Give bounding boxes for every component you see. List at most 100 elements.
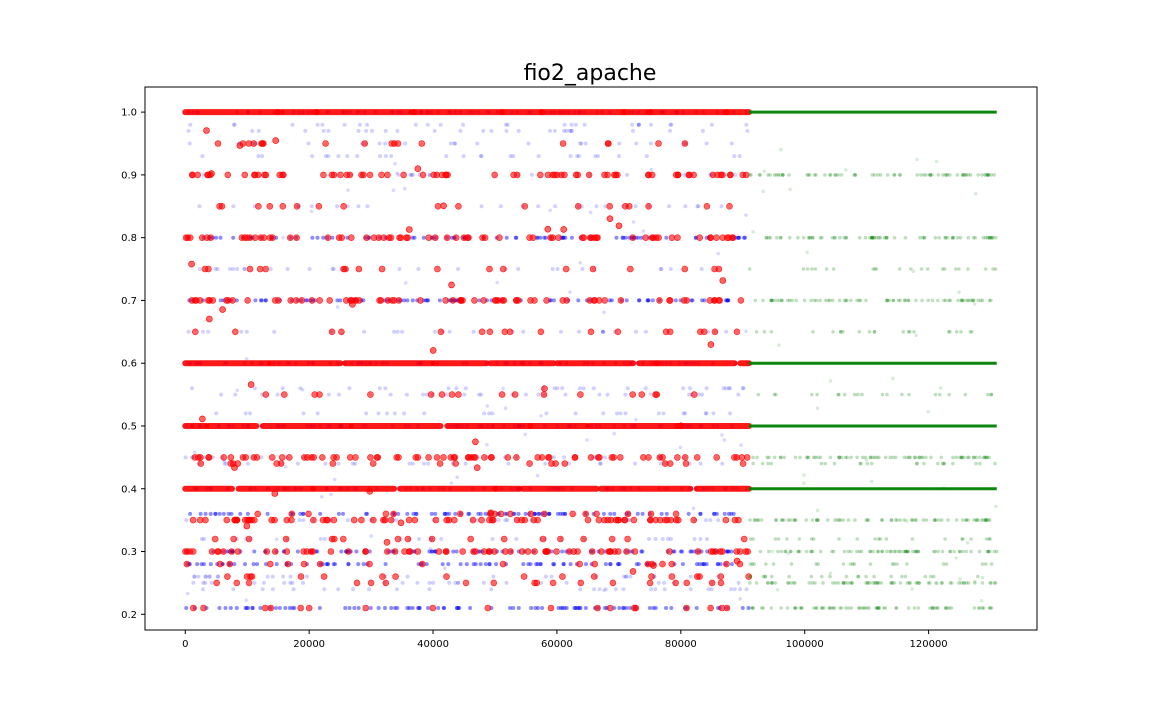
red-point — [560, 226, 568, 233]
green-point — [837, 537, 841, 541]
green-point — [924, 173, 928, 177]
green-point — [786, 551, 791, 556]
blue-point — [219, 392, 224, 397]
blue-point — [218, 235, 223, 240]
green-point — [981, 606, 985, 610]
green-point — [770, 298, 774, 303]
blue-point — [188, 511, 193, 516]
red-point — [431, 234, 439, 241]
blue-point — [605, 392, 610, 397]
blue-point — [192, 450, 197, 455]
red-point — [438, 391, 446, 398]
blue-point — [428, 547, 433, 551]
blue-point — [588, 210, 593, 215]
blue-point — [290, 122, 295, 127]
green-point — [958, 549, 962, 554]
blue-point — [208, 562, 213, 567]
green-point — [793, 455, 798, 460]
blue-point — [489, 587, 494, 592]
green-point — [882, 235, 887, 240]
blue-point — [612, 431, 616, 436]
green-point — [793, 581, 797, 585]
red-point — [681, 454, 689, 461]
green-point — [983, 173, 987, 177]
red-point — [561, 460, 569, 467]
green-point — [868, 455, 873, 460]
blue-point — [431, 580, 436, 585]
blue-point — [668, 128, 672, 133]
blue-point — [321, 128, 326, 133]
blue-point — [564, 580, 569, 585]
red-point — [440, 454, 447, 461]
red-point — [707, 604, 714, 612]
green-point — [836, 173, 840, 177]
green-point — [867, 330, 872, 334]
blue-point — [337, 392, 341, 397]
green-point — [961, 549, 965, 554]
red-point — [563, 297, 571, 304]
red-point — [612, 516, 620, 524]
blue-point — [306, 141, 311, 146]
red-point — [262, 265, 270, 273]
green-point — [964, 173, 968, 177]
red-point — [378, 171, 385, 179]
blue-point — [258, 298, 263, 303]
green-point — [885, 298, 889, 303]
blue-point — [364, 128, 369, 133]
green-point — [984, 518, 988, 522]
green-point — [993, 235, 998, 240]
red-point — [244, 297, 251, 304]
blue-point — [364, 511, 368, 516]
green-point — [832, 235, 837, 240]
blue-point — [744, 213, 748, 217]
red-point — [194, 171, 201, 179]
green-point — [962, 455, 966, 460]
green-point — [981, 606, 985, 610]
green-point — [837, 455, 842, 460]
red-point — [197, 460, 205, 467]
green-point — [860, 606, 864, 610]
green-point — [904, 549, 908, 554]
green-point — [957, 549, 962, 554]
blue-point — [326, 392, 331, 397]
red-point — [473, 464, 481, 472]
blue-point — [395, 606, 400, 610]
green-point — [815, 406, 820, 411]
blue-point — [614, 411, 619, 416]
green-point — [748, 518, 752, 522]
green-point — [988, 235, 992, 240]
blue-point — [538, 562, 543, 567]
green-point — [986, 173, 990, 177]
green-point — [961, 537, 965, 541]
green-point — [873, 537, 877, 541]
red-point — [280, 391, 288, 398]
red-point — [380, 234, 388, 241]
green-point — [941, 173, 945, 177]
red-point — [414, 165, 422, 172]
blue-point — [656, 411, 661, 416]
blue-point — [631, 220, 636, 224]
blue-point — [736, 580, 741, 585]
blue-point — [424, 298, 428, 303]
red-point — [617, 297, 625, 304]
blue-point — [568, 562, 573, 567]
blue-point — [283, 465, 288, 469]
blue-point — [383, 141, 388, 146]
green-point — [917, 455, 922, 460]
green-point — [875, 235, 879, 240]
green-point — [916, 549, 920, 554]
red-point — [572, 171, 580, 179]
red-point — [425, 454, 432, 461]
red-point — [497, 510, 505, 518]
green-point — [851, 562, 855, 566]
red-point — [246, 516, 254, 524]
red-point — [683, 579, 691, 587]
blue-point — [659, 267, 664, 271]
green-point — [894, 606, 899, 610]
red-point — [394, 140, 402, 147]
blue-point — [649, 587, 654, 592]
green-point — [945, 606, 949, 610]
green-point — [869, 461, 874, 466]
blue-point — [200, 329, 205, 334]
blue-point — [425, 122, 430, 127]
